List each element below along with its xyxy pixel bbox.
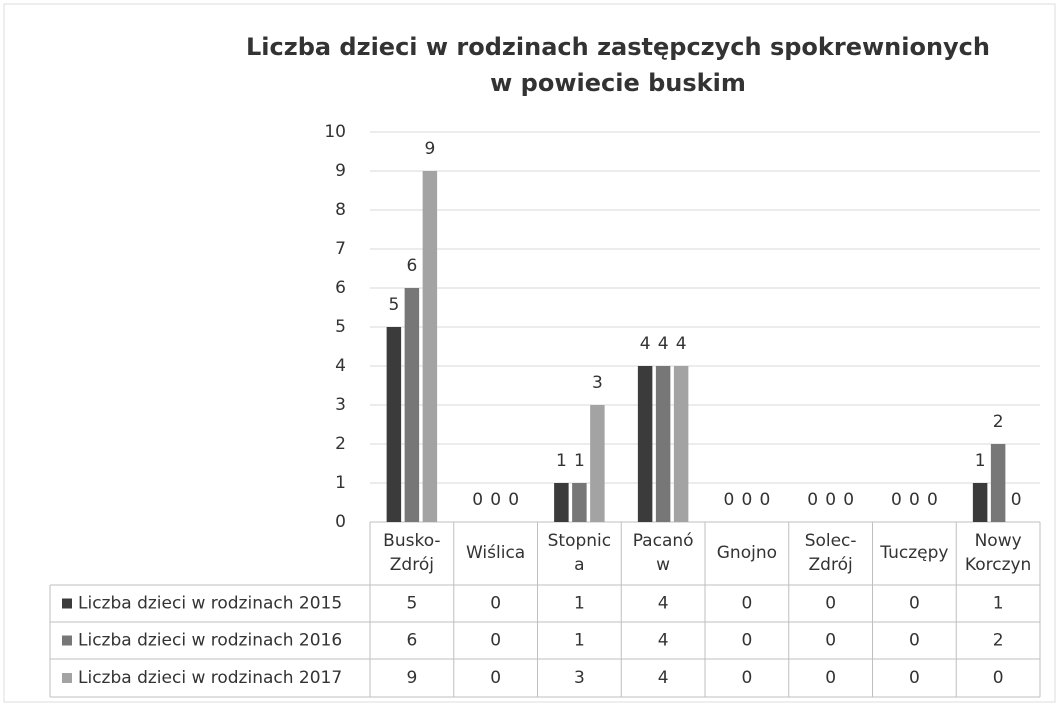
table-cell: 0 xyxy=(909,594,920,614)
table-cell: 5 xyxy=(406,594,417,614)
data-label: 0 xyxy=(909,490,920,510)
bar xyxy=(972,483,988,522)
table-cell: 0 xyxy=(490,668,501,688)
legend-swatch xyxy=(62,598,72,609)
data-label: 4 xyxy=(676,334,687,354)
x-tick-label: Solec- xyxy=(805,531,857,551)
x-tick-label: Gnojno xyxy=(717,543,777,563)
bar xyxy=(637,366,653,522)
x-tick-label: Tuczępy xyxy=(879,543,948,563)
x-tick-label: Zdrój xyxy=(390,555,434,575)
legend-label: Liczba dzieci w rodzinach 2017 xyxy=(78,668,342,688)
table-cell: 0 xyxy=(825,631,836,651)
table-cell: 0 xyxy=(825,668,836,688)
y-tick-label: 9 xyxy=(335,161,346,181)
data-label: 6 xyxy=(406,256,417,276)
chart-title: Liczba dzieci w rodzinach zastępczych sp… xyxy=(246,33,990,61)
table-cell: 1 xyxy=(574,631,585,651)
chart-title: w powiecie buskim xyxy=(490,69,746,97)
y-tick-label: 3 xyxy=(335,395,346,415)
x-tick-label: a xyxy=(574,555,584,575)
table-cell: 4 xyxy=(658,631,669,651)
chart-frame xyxy=(3,3,1056,703)
table-cell: 0 xyxy=(909,631,920,651)
bar xyxy=(990,444,1006,522)
table-cell: 6 xyxy=(406,631,417,651)
x-tick-label: Busko- xyxy=(383,531,440,551)
x-tick-label: Pacanó xyxy=(633,531,694,551)
y-tick-label: 6 xyxy=(335,278,346,298)
data-label: 9 xyxy=(424,139,435,159)
table-cell: 0 xyxy=(825,594,836,614)
data-label: 0 xyxy=(843,490,854,510)
table-cell: 0 xyxy=(741,631,752,651)
x-tick-label: Stopnic xyxy=(548,531,612,551)
bar xyxy=(572,483,587,522)
data-label: 0 xyxy=(508,490,519,510)
table-cell: 4 xyxy=(658,668,669,688)
x-tick-label: Wiślica xyxy=(466,543,525,563)
x-tick-label: w xyxy=(656,555,670,575)
data-label: 0 xyxy=(927,490,938,510)
data-label: 0 xyxy=(807,490,818,510)
table-cell: 0 xyxy=(490,631,501,651)
table-cell: 1 xyxy=(574,594,585,614)
y-tick-label: 4 xyxy=(335,356,346,376)
bar xyxy=(386,327,402,522)
data-label: 4 xyxy=(658,334,669,354)
bar xyxy=(422,171,438,522)
legend-swatch xyxy=(62,673,72,683)
table-cell: 1 xyxy=(993,594,1004,614)
legend-swatch xyxy=(62,635,72,646)
legend-label: Liczba dzieci w rodzinach 2015 xyxy=(78,594,342,614)
y-tick-label: 0 xyxy=(335,512,346,532)
y-tick-label: 2 xyxy=(335,434,346,454)
table-cell: 4 xyxy=(658,594,669,614)
table-cell: 0 xyxy=(490,594,501,614)
bar xyxy=(673,366,689,522)
table-cell: 0 xyxy=(993,668,1004,688)
x-tick-label: Nowy xyxy=(975,531,1022,551)
x-tick-label: Zdrój xyxy=(809,555,853,575)
data-label: 3 xyxy=(592,373,603,393)
y-tick-label: 7 xyxy=(335,239,346,259)
data-label: 2 xyxy=(993,412,1004,432)
x-tick-label: Korczyn xyxy=(965,555,1031,575)
y-tick-label: 1 xyxy=(335,473,346,493)
bar xyxy=(404,288,420,522)
table-cell: 9 xyxy=(406,668,417,688)
table-cell: 3 xyxy=(574,668,585,688)
table-cell: 2 xyxy=(993,631,1004,651)
data-label: 0 xyxy=(825,490,836,510)
bar xyxy=(554,483,569,522)
legend-label: Liczba dzieci w rodzinach 2016 xyxy=(78,631,342,651)
table-cell: 0 xyxy=(741,668,752,688)
data-label: 1 xyxy=(556,451,567,471)
data-label: 5 xyxy=(388,295,399,315)
table-cell: 0 xyxy=(909,668,920,688)
data-label: 0 xyxy=(891,490,902,510)
data-label: 1 xyxy=(574,451,585,471)
bar xyxy=(590,405,605,522)
data-label: 4 xyxy=(640,334,651,354)
data-label: 0 xyxy=(1011,490,1022,510)
bar xyxy=(655,366,671,522)
data-label: 1 xyxy=(975,451,986,471)
data-label: 0 xyxy=(490,490,501,510)
data-label: 0 xyxy=(472,490,483,510)
data-label: 0 xyxy=(723,490,734,510)
y-tick-label: 10 xyxy=(324,122,346,142)
y-tick-label: 8 xyxy=(335,200,346,220)
data-label: 0 xyxy=(741,490,752,510)
data-label: 0 xyxy=(759,490,770,510)
y-tick-label: 5 xyxy=(335,317,346,337)
table-cell: 0 xyxy=(741,594,752,614)
